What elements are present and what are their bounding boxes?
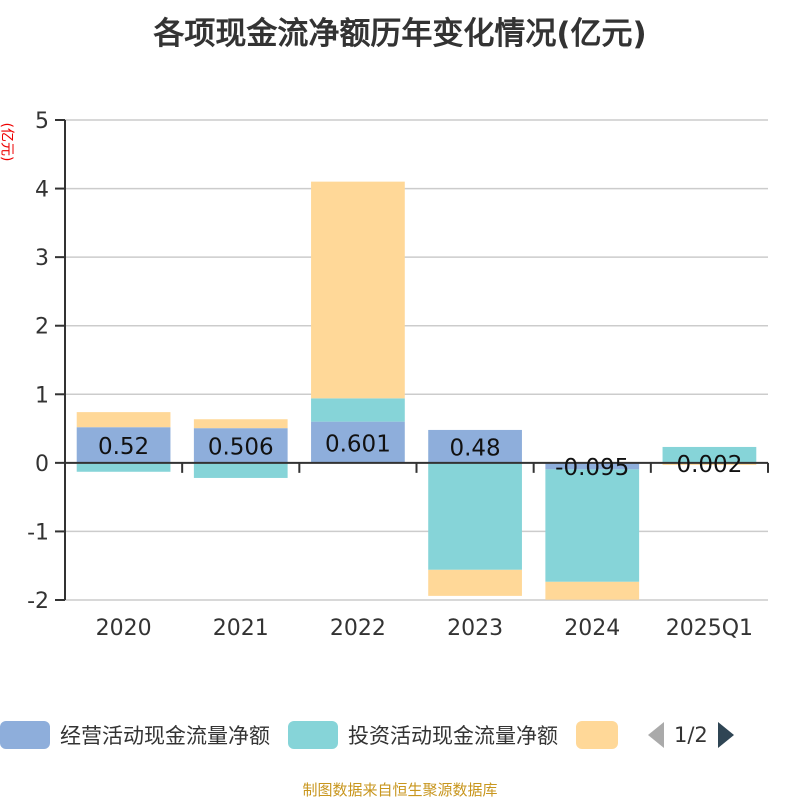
- y-tick-label: -2: [27, 589, 49, 614]
- legend-page-indicator: 1/2: [674, 723, 708, 747]
- bar-3: [662, 462, 757, 465]
- y-tick-label: 4: [35, 178, 49, 203]
- data-label: -0.095: [555, 455, 629, 481]
- y-tick-label: 2: [35, 315, 49, 340]
- y-tick-label: 5: [35, 109, 49, 134]
- bar-2: [545, 469, 640, 582]
- y-tick-label: 1: [35, 383, 49, 408]
- chart-title: 各项现金流净额历年变化情况(亿元): [153, 16, 647, 52]
- y-tick-label: -1: [27, 520, 49, 545]
- bar-3: [311, 181, 405, 399]
- bar-2: [428, 462, 522, 570]
- bar-1: [428, 429, 522, 463]
- x-tick-label: 2020: [96, 616, 152, 641]
- legend-swatch: [288, 721, 338, 749]
- next-page-icon[interactable]: [716, 720, 736, 750]
- prev-page-icon[interactable]: [646, 720, 666, 750]
- y-tick-label: 3: [35, 246, 49, 271]
- legend-label: 经营活动现金流量净额: [60, 724, 270, 748]
- bar-3: [545, 581, 640, 600]
- bar-1: [311, 421, 405, 463]
- data-label: 0.506: [208, 435, 274, 461]
- bar-3: [76, 412, 171, 428]
- legend-label: 投资活动现金流量净额: [348, 724, 558, 748]
- legend-pager: 1/2: [646, 720, 736, 750]
- legend: 经营活动现金流量净额 投资活动现金流量净额 1/2: [0, 717, 736, 753]
- x-tick-label: 2023: [447, 616, 503, 641]
- bar-1: [76, 427, 171, 463]
- bar-1: [193, 428, 288, 463]
- legend-swatch: [576, 721, 618, 749]
- legend-item-operating[interactable]: 经营活动现金流量净额: [0, 720, 270, 750]
- bar-3: [193, 419, 288, 429]
- x-tick-label: 2024: [564, 616, 620, 641]
- y-tick-label: 0: [35, 452, 49, 477]
- x-tick-label: 2025Q1: [666, 616, 753, 641]
- legend-swatch: [0, 721, 50, 749]
- plot-area: 5 4 3 2 1 0 -1 -2 2020 0.52 2021 0.506 2022 0.601 2023…: [27, 109, 769, 641]
- bar-1: [545, 462, 640, 470]
- x-tick-label: 2022: [330, 616, 386, 641]
- legend-item-financing[interactable]: [576, 721, 628, 749]
- x-tick-label: 2021: [213, 616, 269, 641]
- data-label: 0.002: [676, 452, 742, 478]
- data-label: 0.52: [98, 434, 149, 460]
- bar-2: [193, 462, 288, 478]
- bar-2: [76, 462, 171, 472]
- bar-2: [662, 446, 757, 463]
- data-label: 0.601: [325, 431, 391, 457]
- bar-3: [428, 569, 522, 596]
- data-label: 0.48: [449, 435, 500, 461]
- bar-2: [311, 398, 405, 422]
- legend-item-investing[interactable]: 投资活动现金流量净额: [288, 720, 558, 750]
- source-note: 制图数据来自恒生聚源数据库: [302, 781, 498, 799]
